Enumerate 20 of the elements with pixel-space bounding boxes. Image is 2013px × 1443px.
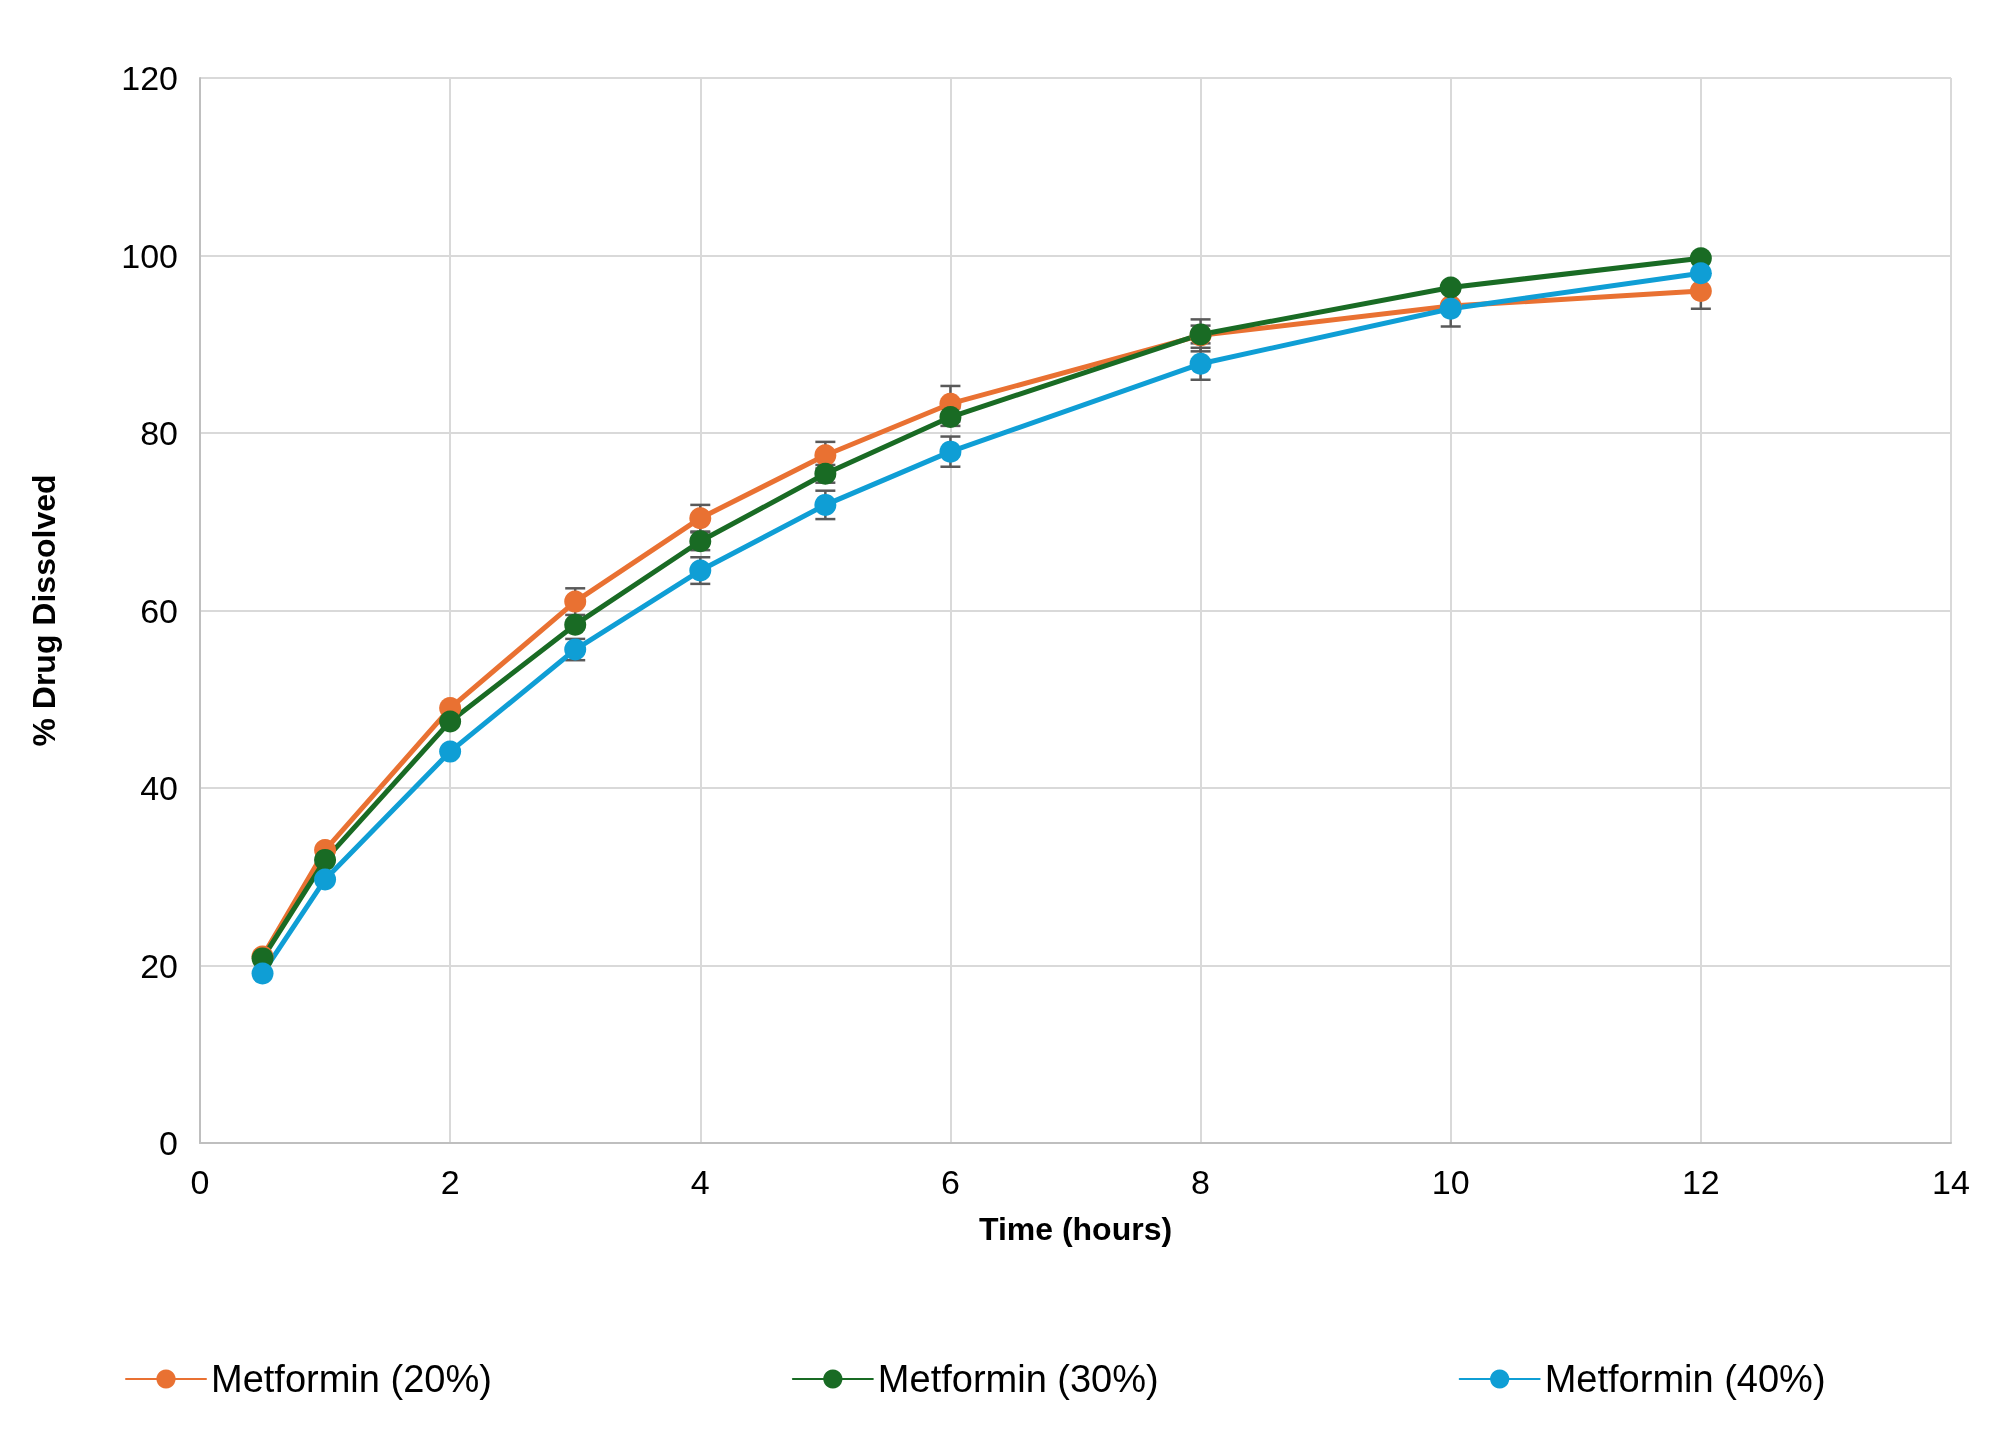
- x-axis-title: Time (hours): [978, 1211, 1173, 1247]
- y-tick-label: 0: [159, 1124, 178, 1162]
- x-tick-label: 12: [1681, 1163, 1720, 1201]
- legend-label: Metformin (20%): [211, 1358, 492, 1400]
- x-tick-label: 10: [1431, 1163, 1470, 1201]
- x-tick-label: 8: [1191, 1163, 1211, 1201]
- y-tick-label: 80: [140, 414, 178, 452]
- y-tick-label: 60: [140, 591, 178, 630]
- y-tick-label: 120: [121, 59, 178, 97]
- legend-label: Metformin (40%): [1544, 1358, 1826, 1400]
- x-tick-label: 4: [690, 1163, 710, 1201]
- x-tick-label: 2: [440, 1163, 460, 1201]
- legend-label: Metformin (30%): [877, 1358, 1159, 1400]
- y-axis-title: % Drug Dissolved: [26, 474, 62, 747]
- x-tick-label: 14: [1932, 1163, 1970, 1201]
- y-tick-label: 40: [140, 769, 178, 807]
- x-tick-label: 6: [940, 1163, 960, 1201]
- x-tick-label: 0: [190, 1163, 210, 1201]
- y-tick-label: 20: [140, 946, 178, 985]
- y-tick-label: 100: [121, 236, 178, 275]
